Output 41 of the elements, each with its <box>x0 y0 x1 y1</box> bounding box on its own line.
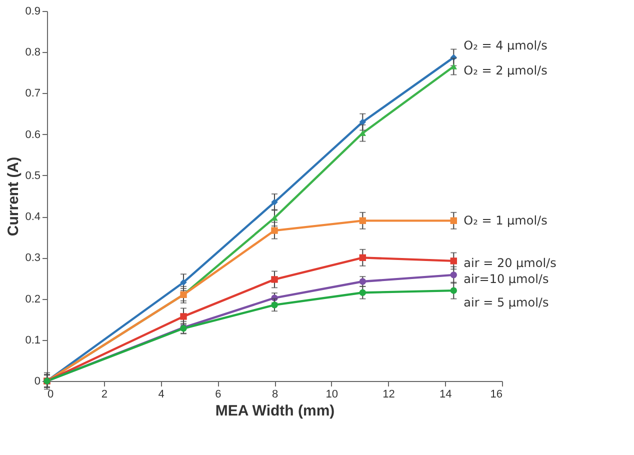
point <box>271 227 278 234</box>
point <box>359 118 366 126</box>
x-tick-label: 14 <box>440 388 452 400</box>
point <box>271 302 278 308</box>
point <box>180 278 187 286</box>
point <box>450 272 458 278</box>
point <box>450 258 458 264</box>
point <box>271 276 278 283</box>
x-tick-label: 4 <box>158 388 164 400</box>
y-tick-label: 0.5 <box>25 170 40 182</box>
series-label: O₂ = 2 µmol/s <box>464 64 548 78</box>
point <box>180 313 187 320</box>
x-tick-label: 6 <box>215 388 222 400</box>
point <box>359 217 366 224</box>
point <box>359 254 366 262</box>
x-tick-label: 10 <box>326 388 338 400</box>
y-tick-label: 0.8 <box>25 46 40 59</box>
x-tick-label: 8 <box>272 388 278 400</box>
y-axis-title: Current (A) <box>5 156 22 236</box>
y-tick-label: 0.1 <box>25 334 40 346</box>
x-tick-label: 0 <box>48 388 54 400</box>
y-tick-label: 0.6 <box>25 128 40 141</box>
y-tick-label: 0.7 <box>25 88 40 100</box>
x-tick-label: 12 <box>382 388 395 400</box>
y-tick-label: 0.3 <box>25 252 40 264</box>
x-tick-label: 16 <box>490 388 502 400</box>
x-axis-title: MEA Width (mm) <box>215 402 335 420</box>
series-label: air = 20 µmol/s <box>464 256 556 270</box>
series-label: air = 5 µmol/s <box>464 296 549 310</box>
series-label: air=10 µmol/s <box>464 272 549 286</box>
point <box>359 289 366 296</box>
point <box>450 217 458 224</box>
y-tick-label: 0 <box>34 376 40 388</box>
point <box>271 198 278 206</box>
series-label: O₂ = 4 µmol/s <box>464 38 548 52</box>
series-label: O₂ = 1 µmol/s <box>464 214 548 228</box>
point <box>450 287 458 294</box>
y-tick-label: 0.2 <box>25 293 40 306</box>
x-tick-label: 2 <box>101 388 108 400</box>
y-tick-label: 0.9 <box>25 6 40 18</box>
y-tick-label: 0.4 <box>25 211 40 224</box>
